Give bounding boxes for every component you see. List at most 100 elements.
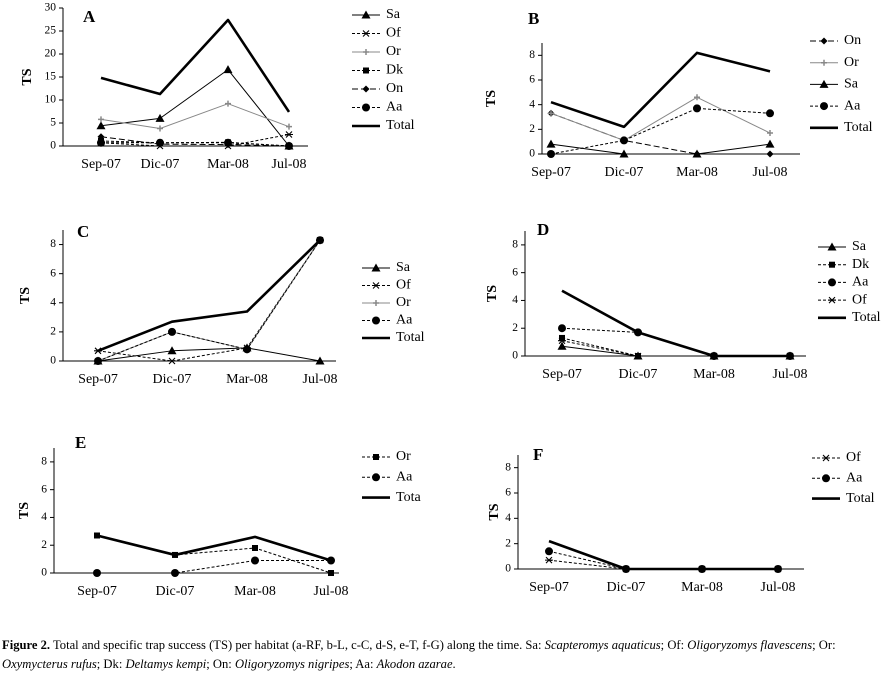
caption-text-7: . xyxy=(452,657,456,671)
panel-b-y-tick-label: 6 xyxy=(529,74,535,86)
panel-c-legend-label: Sa xyxy=(396,260,411,275)
panel-d-series-total xyxy=(561,289,790,358)
panel-a-y-tick-label: 25 xyxy=(45,25,57,37)
panel-a-point-or xyxy=(225,100,231,107)
panel-b-point-sa xyxy=(692,149,702,158)
caption-text-2: ; Of: xyxy=(660,638,688,652)
panel-a-legend-total: Total xyxy=(352,118,415,133)
panel-e-legend-label: Aa xyxy=(396,470,413,485)
panel-b-point-sa xyxy=(546,139,556,148)
panel-b-x-tick-label: Jul-08 xyxy=(753,165,788,180)
panel-a-y-label: TS xyxy=(20,68,35,85)
panel-e-point-or xyxy=(252,545,258,551)
panel-b-legend-aa: Aa xyxy=(810,98,861,113)
panel-e-legend-aa: Aa xyxy=(362,470,413,485)
panel-e-legend-label: Tota xyxy=(396,490,421,505)
panel-f-y-tick-label: 0 xyxy=(505,563,511,575)
panel-a-legend-marker xyxy=(363,67,369,74)
panel-c-y-tick-label: 8 xyxy=(50,238,56,250)
panel-e-point-aa xyxy=(93,569,101,577)
panel-a-legend-marker xyxy=(362,103,370,112)
panel-b-point-aa xyxy=(766,109,774,118)
panel-a-legend-label: Or xyxy=(386,44,401,59)
panel-b-x-tick-label: Dic-07 xyxy=(605,165,644,180)
panel-c-legend-or: Or xyxy=(362,295,411,310)
panel-c-legend-marker xyxy=(372,282,380,289)
panel-b-x-tick-label: Mar-08 xyxy=(676,165,718,180)
panel-c-y-label: TS xyxy=(18,287,33,304)
panel-d-y-tick-label: 6 xyxy=(512,266,518,278)
panel-b: B TS 0 2 4 6 8 Sep-07 Dic-07 Mar-08 Jul-08 On Or Sa Aa… xyxy=(484,9,872,180)
panel-c-legend-aa: Aa xyxy=(362,313,413,328)
panel-f: F TS 0 2 4 6 8 Sep-07 Dic-07 Mar-08 Jul-08 Of Aa Tota… xyxy=(487,445,874,595)
panel-d-y-tick-label: 4 xyxy=(512,294,518,306)
panel-f-legend-of: Of xyxy=(812,450,861,465)
panel-f-point-aa xyxy=(545,547,553,556)
panel-b-series-aa xyxy=(547,104,774,158)
panel-a-letter: A xyxy=(83,7,96,26)
panel-e-point-or xyxy=(328,570,334,576)
panel-a-point-on xyxy=(97,133,105,141)
panel-c-x-tick-label: Sep-07 xyxy=(78,372,118,387)
panel-f-letter: F xyxy=(533,445,543,464)
panel-c-legend-marker xyxy=(371,263,381,272)
panel-f-legend-label: Total xyxy=(846,491,875,506)
panel-e-point-aa xyxy=(171,569,179,577)
panel-d-line-total xyxy=(561,289,790,358)
panel-e-legend-or: Or xyxy=(362,449,411,464)
panel-e-x-tick-label: Dic-07 xyxy=(156,584,195,599)
panel-b-legend-marker xyxy=(820,102,828,111)
panel-d-x-tick-label: Jul-08 xyxy=(773,367,808,382)
panel-c-point-sa xyxy=(167,346,177,355)
panel-a-legend-label: Aa xyxy=(386,100,403,115)
panel-b-point-on xyxy=(766,150,774,158)
panel-b-y-tick-label: 2 xyxy=(529,123,535,135)
panel-a-legend-sa: Sa xyxy=(352,7,401,22)
caption-text-4: ; Dk: xyxy=(96,657,126,671)
caption-species-of: Oligoryzomys flavescens xyxy=(687,638,813,652)
panel-c-series-aa xyxy=(94,236,324,365)
panel-d-point-sa xyxy=(557,341,567,350)
panel-f-x-tick-label: Mar-08 xyxy=(681,580,723,595)
panel-b-legend-marker xyxy=(819,79,829,88)
caption-species-sa: Scapteromys aquaticus xyxy=(544,638,661,652)
panel-d-line-aa xyxy=(561,327,790,357)
panel-c-legend-label: Or xyxy=(396,295,411,310)
panel-a-line-total xyxy=(100,18,291,113)
panel-a-y-tick-label: 20 xyxy=(45,48,57,60)
panel-c-x-tick-label: Dic-07 xyxy=(153,372,192,387)
panel-b-line-or xyxy=(550,96,771,141)
panel-d-line-sa xyxy=(561,345,790,357)
panel-b-point-or xyxy=(548,110,554,117)
panel-a-point-or xyxy=(98,116,104,123)
panel-a-point-or xyxy=(286,123,292,130)
panel-a-legend-or: Or xyxy=(352,44,401,59)
panel-a-y-tick-label: 15 xyxy=(45,71,57,83)
panel-f-legend-aa: Aa xyxy=(812,471,863,486)
panel-b-point-sa xyxy=(619,149,629,158)
caption-species-on: Oligoryzomys nigripes xyxy=(234,657,350,671)
panel-b-letter: B xyxy=(528,9,539,28)
panel-a-point-or xyxy=(157,125,163,132)
panel-d-series-aa xyxy=(558,324,794,360)
panel-e-line-tota xyxy=(96,534,332,562)
panel-a-y-tick-label: 10 xyxy=(45,94,57,106)
panel-c-legend-of: Of xyxy=(362,278,411,293)
panel-a-legend-marker xyxy=(361,10,371,19)
panel-b-legend-total: Total xyxy=(810,120,873,135)
panel-f-legend-total: Total xyxy=(812,491,875,506)
panel-d-letter: D xyxy=(537,220,549,239)
panel-a-legend-label: Sa xyxy=(386,7,401,22)
panel-f-line-of xyxy=(548,559,778,570)
caption-text-3: ; Or: xyxy=(812,638,836,652)
panel-b-legend-label: Sa xyxy=(844,77,859,92)
panel-a-legend-of: Of xyxy=(352,26,401,41)
panel-b-legend-label: Or xyxy=(844,55,859,70)
panel-a-x-tick-label: Mar-08 xyxy=(207,157,249,172)
panel-b-line-total xyxy=(550,51,771,129)
panel-f-legend-marker xyxy=(822,454,830,462)
panel-e-legend-marker xyxy=(373,454,379,460)
panel-a-legend-label: Total xyxy=(386,118,415,133)
panel-a-line-dk xyxy=(100,140,290,147)
